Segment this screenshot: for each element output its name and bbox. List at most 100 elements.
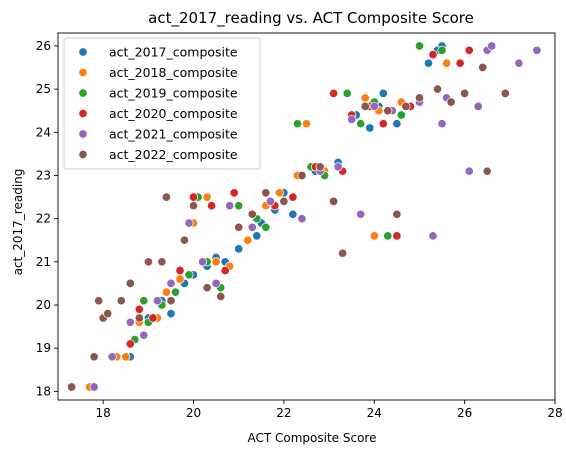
data-point-act_2020_composite-6 xyxy=(207,201,217,211)
x-tick-label-20: 20 xyxy=(186,406,201,420)
legend-marker-act_2020_composite xyxy=(78,108,88,119)
data-point-act_2017_composite-20 xyxy=(365,123,375,133)
data-point-act_2021_composite-7 xyxy=(198,257,208,267)
data-point-act_2021_composite-17 xyxy=(369,101,379,111)
data-point-act_2020_composite-2 xyxy=(148,313,158,323)
data-point-act_2022_composite-12 xyxy=(179,235,190,245)
data-point-act_2019_composite-21 xyxy=(437,45,447,55)
y-tick-label-25: 25 xyxy=(36,82,51,96)
chart-title: act_2017_reading vs. ACT Composite Score xyxy=(148,9,474,28)
legend-label-act_2020_composite: act_2020_composite xyxy=(109,106,238,121)
data-point-act_2018_composite-19 xyxy=(369,231,379,241)
data-point-act_2019_composite-4 xyxy=(170,287,181,297)
data-point-act_2021_composite-14 xyxy=(333,162,343,172)
y-tick-label-23: 23 xyxy=(36,168,51,182)
data-point-act_2021_composite-9 xyxy=(225,201,235,211)
y-tick-label-18: 18 xyxy=(36,384,51,398)
data-point-act_2022_composite-17 xyxy=(247,209,257,219)
data-point-act_2022_composite-6 xyxy=(125,278,135,288)
data-point-act_2019_composite-12 xyxy=(292,119,303,129)
legend-label-act_2022_composite: act_2022_composite xyxy=(109,147,238,162)
legend-marker-act_2022_composite xyxy=(78,149,88,160)
data-point-act_2022_composite-8 xyxy=(143,257,153,267)
data-point-act_2022_composite-13 xyxy=(188,201,199,211)
data-point-act_2020_composite-18 xyxy=(392,231,402,241)
data-point-act_2022_composite-9 xyxy=(157,257,167,267)
data-point-act_2017_composite-16 xyxy=(288,209,298,219)
data-point-act_2021_composite-28 xyxy=(532,45,542,55)
data-point-act_2022_composite-2 xyxy=(94,296,104,306)
x-tick-label-18: 18 xyxy=(96,406,111,420)
data-point-act_2021_composite-23 xyxy=(464,166,474,176)
data-point-act_2021_composite-26 xyxy=(487,41,497,51)
x-tick-label-24: 24 xyxy=(367,406,382,420)
data-point-act_2021_composite-11 xyxy=(265,196,275,206)
data-point-act_2022_composite-31 xyxy=(460,88,470,98)
data-point-act_2021_composite-10 xyxy=(247,222,257,232)
data-point-act_2019_composite-19 xyxy=(396,110,406,120)
x-tick-label-28: 28 xyxy=(547,406,562,420)
y-axis-label: act_2017_reading xyxy=(11,169,25,276)
data-point-act_2022_composite-20 xyxy=(297,170,307,181)
data-point-act_2020_composite-7 xyxy=(220,265,230,276)
plot-area: 18 20 22 24 26 28 18 19 20 21 22 23 24 25 26 xyxy=(36,32,563,420)
plot-frame xyxy=(57,32,556,401)
data-point-act_2022_composite-25 xyxy=(383,106,393,116)
x-axis-label: ACT Composite Score xyxy=(248,431,377,445)
data-point-act_2018_composite-15 xyxy=(301,119,312,129)
series-act_2021_composite xyxy=(89,41,542,392)
data-point-act_2021_composite-24 xyxy=(473,101,483,111)
data-point-act_2017_composite-12 xyxy=(252,231,262,241)
data-point-act_2021_composite-4 xyxy=(152,296,162,306)
data-point-act_2020_composite-5 xyxy=(188,192,199,202)
data-point-act_2021_composite-0 xyxy=(89,382,99,392)
data-point-act_2018_composite-2 xyxy=(121,352,131,362)
data-point-act_2019_composite-16 xyxy=(356,119,366,129)
data-point-act_2022_composite-0 xyxy=(67,382,77,392)
data-point-act_2018_composite-13 xyxy=(274,188,284,198)
legend-label-act_2021_composite: act_2021_composite xyxy=(109,127,238,142)
data-point-act_2022_composite-26 xyxy=(392,209,402,219)
data-point-act_2018_composite-5 xyxy=(161,287,171,297)
data-point-act_2021_composite-5 xyxy=(166,278,176,288)
x-tick-label-22: 22 xyxy=(276,406,291,420)
data-point-act_2021_composite-6 xyxy=(184,218,194,228)
x-tick-label-26: 26 xyxy=(457,406,472,420)
data-point-act_2022_composite-11 xyxy=(166,296,176,306)
legend-label-act_2017_composite: act_2017_composite xyxy=(109,45,238,60)
data-point-act_2022_composite-29 xyxy=(432,84,443,94)
data-point-act_2022_composite-10 xyxy=(161,192,171,202)
data-point-act_2021_composite-1 xyxy=(107,352,117,362)
y-tick-label-21: 21 xyxy=(36,255,51,269)
data-point-act_2022_composite-23 xyxy=(338,248,348,258)
data-point-act_2021_composite-12 xyxy=(297,214,307,224)
data-point-act_2021_composite-16 xyxy=(356,209,366,219)
data-point-act_2020_composite-13 xyxy=(329,88,339,98)
data-point-act_2019_composite-18 xyxy=(383,231,393,241)
y-tick-label-24: 24 xyxy=(36,125,51,139)
data-point-act_2022_composite-28 xyxy=(414,93,425,103)
data-point-act_2022_composite-33 xyxy=(482,166,492,176)
data-point-act_2020_composite-8 xyxy=(229,188,239,198)
data-point-act_2020_composite-22 xyxy=(464,45,474,55)
data-point-act_2022_composite-19 xyxy=(279,196,289,206)
data-point-act_2022_composite-4 xyxy=(103,309,113,319)
legend-marker-act_2019_composite xyxy=(78,88,88,98)
data-point-act_2022_composite-15 xyxy=(216,291,226,301)
data-point-act_2019_composite-15 xyxy=(342,88,352,98)
data-point-act_2017_composite-23 xyxy=(392,119,402,129)
data-point-act_2022_composite-32 xyxy=(478,62,488,73)
legend: act_2017_composite act_2018_composite act_… xyxy=(63,37,261,170)
data-point-act_2022_composite-7 xyxy=(134,313,144,323)
data-point-act_2019_composite-20 xyxy=(414,41,425,51)
data-point-act_2022_composite-27 xyxy=(401,101,411,111)
y-tick-label-20: 20 xyxy=(36,298,51,312)
legend-marker-act_2017_composite xyxy=(78,47,88,57)
data-point-act_2021_composite-20 xyxy=(428,231,438,241)
data-point-act_2022_composite-16 xyxy=(234,222,244,232)
data-point-act_2021_composite-27 xyxy=(514,58,524,68)
data-point-act_2022_composite-18 xyxy=(261,188,271,198)
data-point-act_2022_composite-22 xyxy=(329,196,339,206)
